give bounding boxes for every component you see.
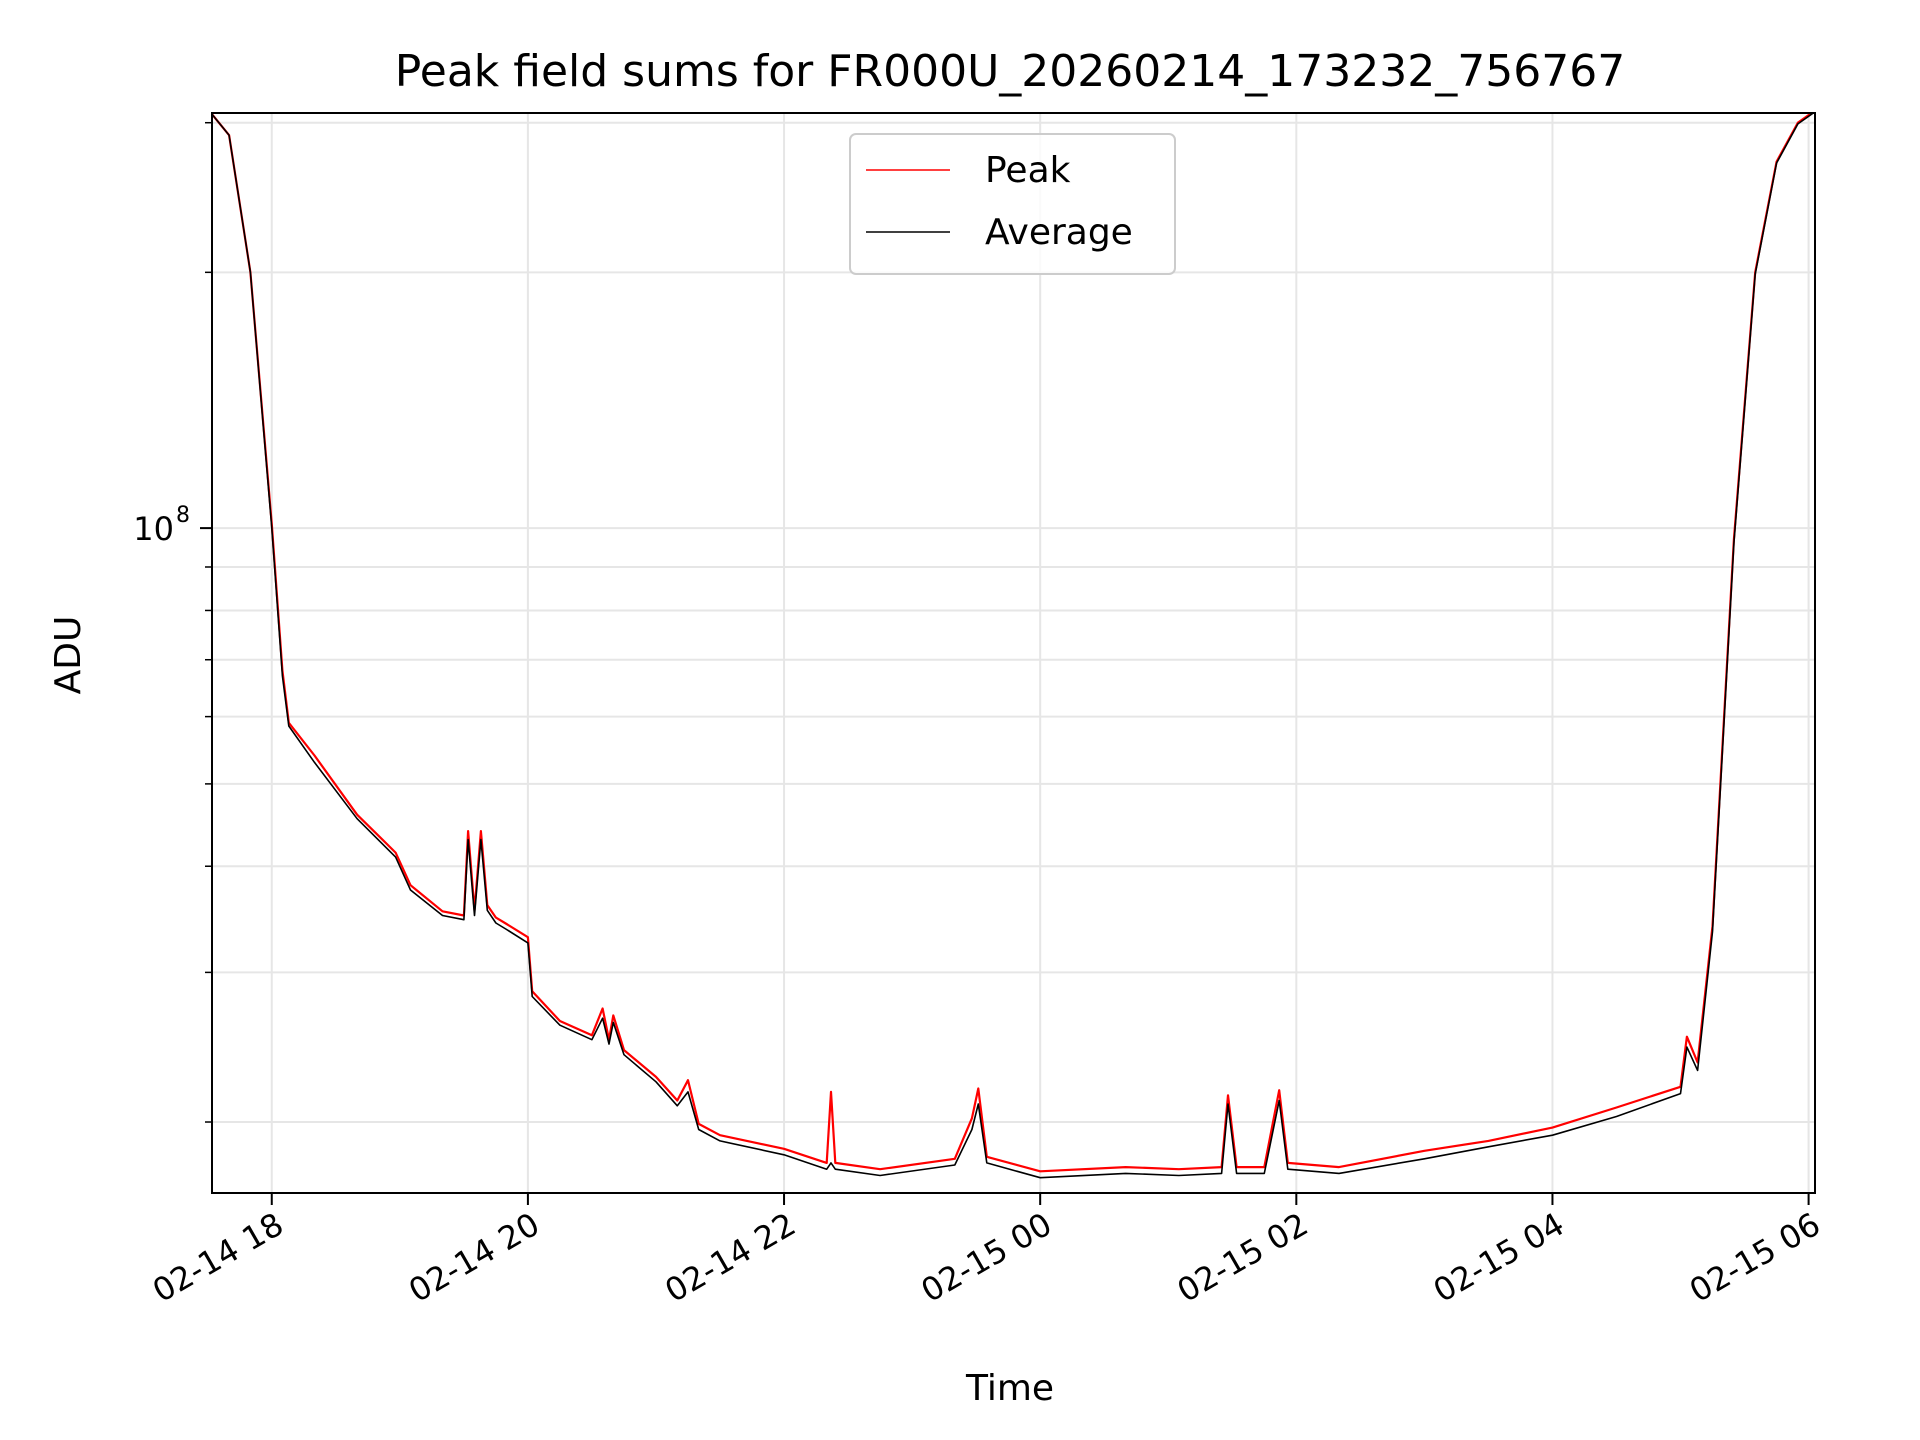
plot-frame	[211, 112, 1816, 1194]
legend-box	[849, 133, 1176, 275]
y-axis-label: ADU	[48, 616, 89, 695]
legend-label-average: Average	[985, 212, 1133, 253]
y-axis: 10 8	[133, 121, 212, 1123]
grid	[212, 113, 1815, 1193]
series-lines	[212, 113, 1815, 1179]
legend: Peak Average	[849, 133, 1176, 275]
series-line-average	[212, 113, 1815, 1179]
series-line-peak	[212, 113, 1814, 1173]
legend-label-peak: Peak	[985, 150, 1071, 191]
x-axis-label: Time	[965, 1368, 1054, 1409]
y-tick-label-exponent: 8	[176, 503, 190, 528]
y-tick-label: 10	[133, 510, 174, 548]
chart-title: Peak field sums for FR000U_20260214_1732…	[395, 46, 1625, 97]
